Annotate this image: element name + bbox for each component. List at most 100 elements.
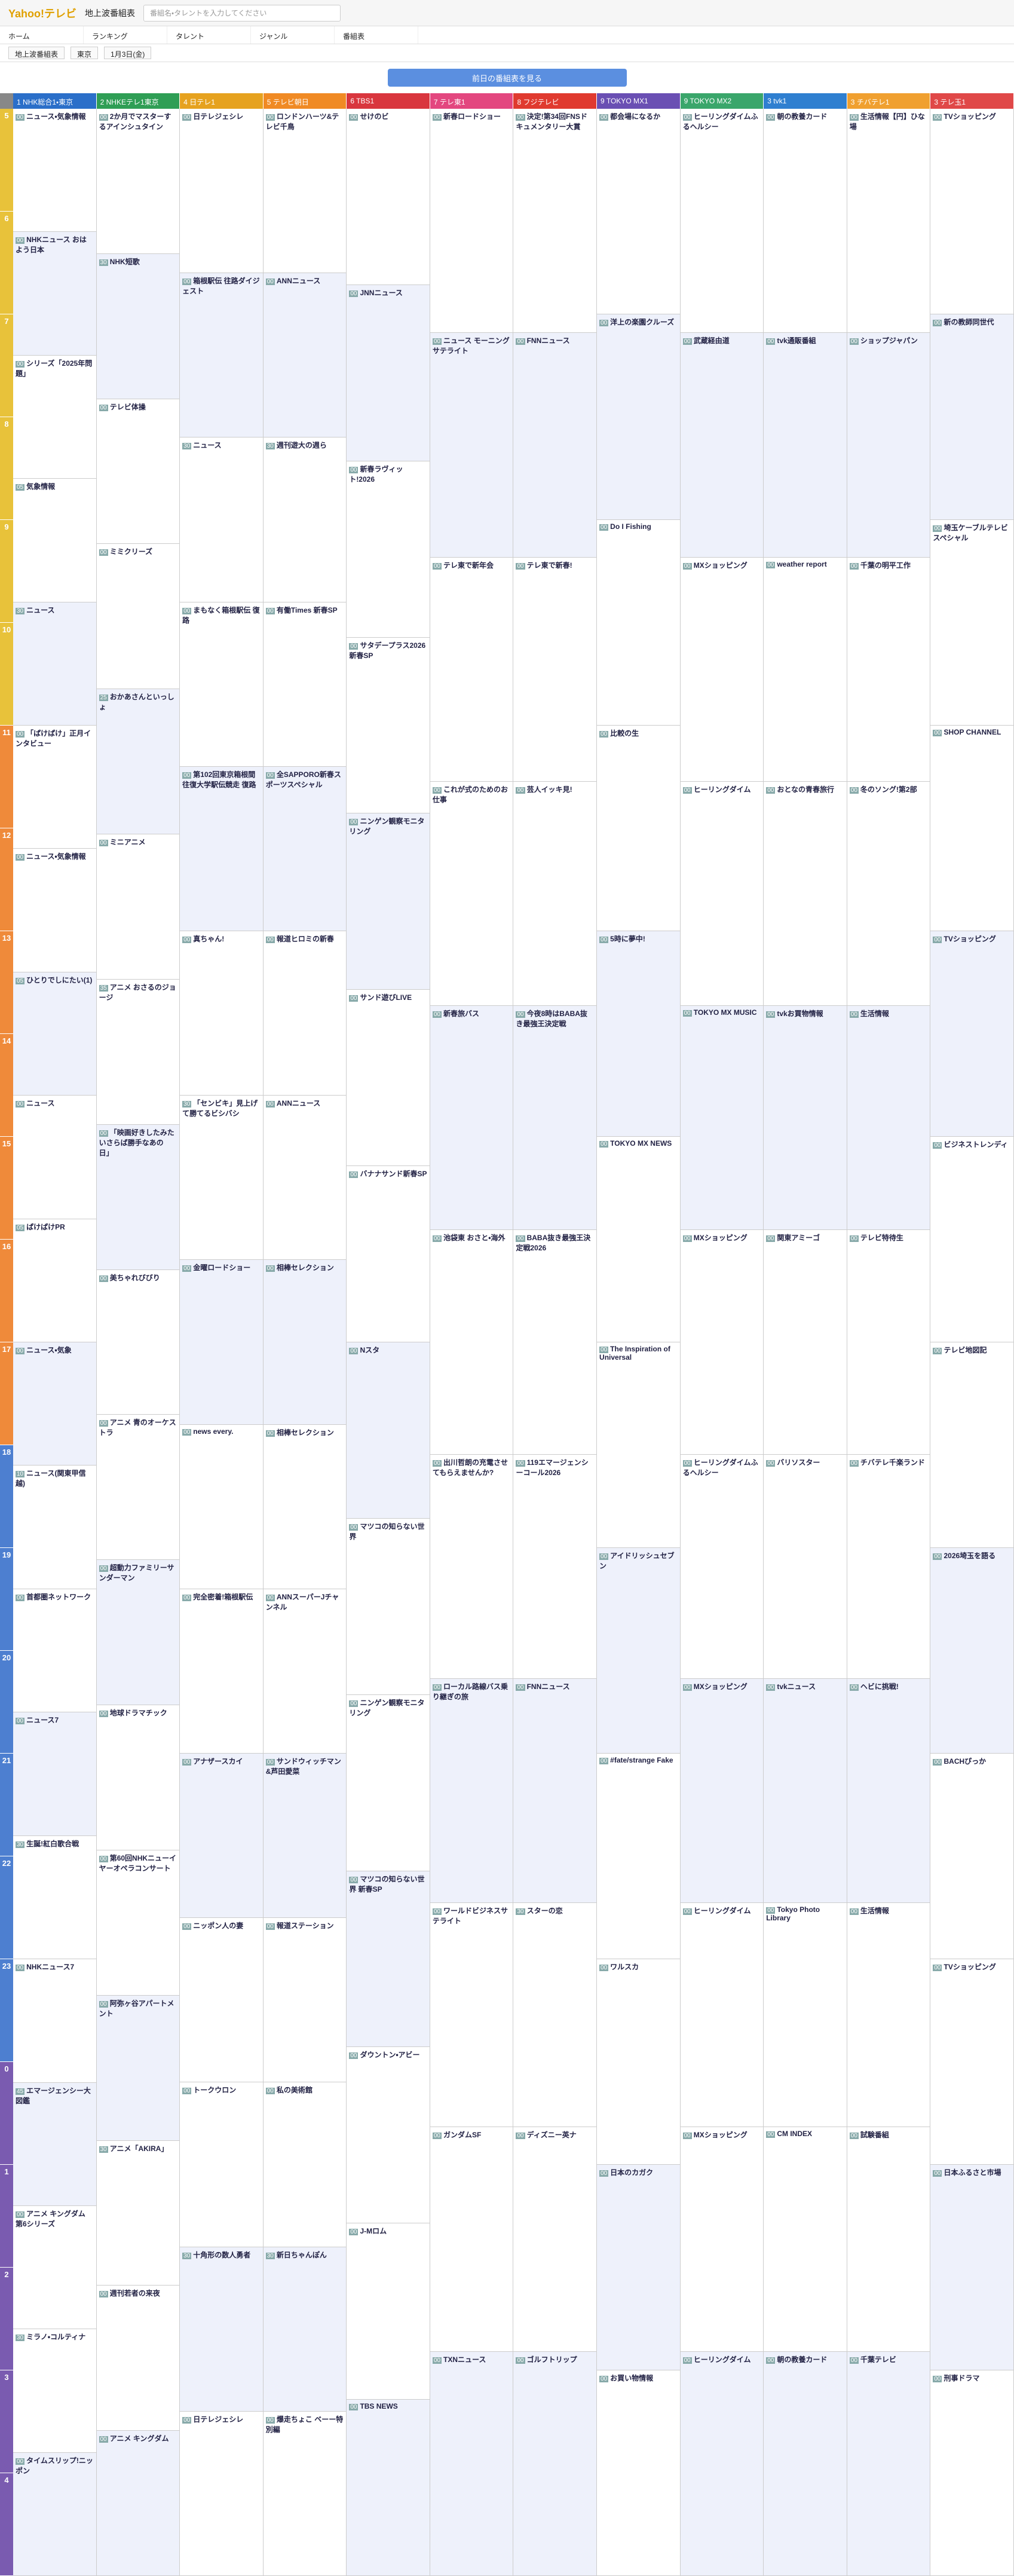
- selector[interactable]: 1月3日(金): [104, 47, 152, 59]
- program-cell[interactable]: 00 ニンゲン観察モニタリング: [347, 813, 430, 990]
- program-cell[interactable]: 00 ロンドンハーツ&テレビ千鳥: [263, 109, 347, 274]
- program-cell[interactable]: 00 ローカル路線バス乗り継ぎの旅: [430, 1678, 513, 1904]
- program-cell[interactable]: 00 ディズニー英ナ: [513, 2127, 597, 2352]
- program-cell[interactable]: 00 サタデープラス2026新春SP: [347, 637, 430, 814]
- program-cell[interactable]: 00 BACHぴっか: [930, 1754, 1013, 1959]
- program-cell[interactable]: 00 爆走ちょこ ベーー特別編: [263, 2411, 347, 2576]
- program-cell[interactable]: 00 今夜8時はBABA抜き最強王決定戦: [513, 1006, 597, 1231]
- program-cell[interactable]: 00 生活情報【円】ひな場: [847, 109, 930, 334]
- program-cell[interactable]: 00 ニュース・気象情報: [13, 109, 96, 232]
- program-cell[interactable]: 00 2026埼玉を語る: [930, 1548, 1013, 1754]
- program-cell[interactable]: 10 ニュース(関東甲信越): [13, 1466, 96, 1589]
- prev-day-button[interactable]: 前日の番組表を見る: [387, 69, 627, 87]
- program-cell[interactable]: 00 MXショッピング: [680, 1678, 764, 1904]
- program-cell[interactable]: 00 FNNニュース: [513, 1678, 597, 1904]
- program-cell[interactable]: 00 ニュース・気象情報: [13, 849, 96, 972]
- program-cell[interactable]: 30 ニュース: [180, 438, 263, 602]
- program-cell[interactable]: 00 119エマージェンシーコール2026: [513, 1454, 597, 1679]
- program-cell[interactable]: 00 首都圏ネットワーク: [13, 1589, 96, 1713]
- program-cell[interactable]: 00 TVショッピング: [930, 1959, 1013, 2165]
- selector[interactable]: 東京: [71, 47, 99, 59]
- program-cell[interactable]: 00 都会場になるか: [597, 109, 680, 314]
- channel-name[interactable]: 6 TBS1: [347, 93, 430, 109]
- program-cell[interactable]: 05 気象情報: [13, 479, 96, 602]
- search-box[interactable]: 番組名・タレントを入力してください: [143, 4, 341, 22]
- program-cell[interactable]: 00 ヒーリングダイムふるヘルシー: [680, 1454, 764, 1679]
- program-cell[interactable]: 30 ミラノ・コルティナ: [13, 2329, 96, 2453]
- program-cell[interactable]: 00 千葉テレビ: [847, 2351, 930, 2576]
- program-cell[interactable]: 00 相棒セレクション: [263, 1260, 347, 1425]
- program-cell[interactable]: 00 ニッポン人の妻: [180, 1918, 263, 2083]
- program-cell[interactable]: 00 有働Times 新春SP: [263, 602, 347, 767]
- program-cell[interactable]: 00 MXショッピング: [680, 1230, 764, 1455]
- program-cell[interactable]: 00 完全密着!箱根駅伝: [180, 1589, 263, 1754]
- program-cell[interactable]: 00 関東アミーゴ: [764, 1230, 847, 1455]
- channel-name[interactable]: 8 フジテレビ: [513, 93, 598, 109]
- channel-name[interactable]: 4 日テレ1: [180, 93, 264, 109]
- program-cell[interactable]: 00 朝の教養カード: [764, 2351, 847, 2576]
- program-cell[interactable]: 00 TVショッピング: [930, 931, 1013, 1137]
- program-cell[interactable]: 00 報道ステーション: [263, 1918, 347, 2083]
- program-cell[interactable]: 00 ゴルフトリップ: [513, 2351, 597, 2576]
- program-cell[interactable]: 00 まもなく箱根駅伝 復路: [180, 602, 263, 767]
- program-cell[interactable]: 00 芸人イッキ見!: [513, 781, 597, 1006]
- nav-item[interactable]: タレント: [167, 26, 251, 44]
- program-cell[interactable]: 00 第102回東京箱根間往復大学駅伝競走 復路: [180, 766, 263, 932]
- program-cell[interactable]: 00 JNNニュース: [347, 284, 430, 461]
- program-cell[interactable]: 00 NHKニュース おはよう日本: [13, 232, 96, 356]
- program-cell[interactable]: 00 ニンゲン観察モニタリング: [347, 1694, 430, 1871]
- program-cell[interactable]: 00 tvkニュース: [764, 1678, 847, 1904]
- program-cell[interactable]: 00 サンド遊びLIVE: [347, 990, 430, 1167]
- program-cell[interactable]: 00 J-Mロム: [347, 2223, 430, 2400]
- program-cell[interactable]: 00 テレビ体操: [96, 399, 180, 544]
- channel-name[interactable]: 5 テレビ朝日: [263, 93, 347, 109]
- program-cell[interactable]: 00 ヒーリングダイムふるヘルシー: [680, 109, 764, 334]
- program-cell[interactable]: 00 相棒セレクション: [263, 1424, 347, 1589]
- program-cell[interactable]: 00 おとなの青春旅行: [764, 781, 847, 1006]
- program-cell[interactable]: 00 阿弥ヶ谷アパートメント: [96, 1995, 180, 2141]
- program-cell[interactable]: 00 ヒーリングダイム: [680, 1903, 764, 2128]
- channel-name[interactable]: 1 NHK総合1・東京: [13, 93, 97, 109]
- program-cell[interactable]: 00 Do I Fishing: [597, 520, 680, 726]
- program-cell[interactable]: 00 報道ヒロミの新春: [263, 931, 347, 1096]
- program-cell[interactable]: 00 NHKニュース7: [13, 1959, 96, 2083]
- program-cell[interactable]: 00 アニメ 青のオーケストラ: [96, 1415, 180, 1561]
- program-cell[interactable]: 30 NHK短歌: [96, 253, 180, 399]
- channel-name[interactable]: 9 TOKYO MX1: [597, 93, 681, 109]
- program-cell[interactable]: 00 ミミクリーズ: [96, 544, 180, 690]
- program-cell[interactable]: 00 生活情報: [847, 1006, 930, 1231]
- program-cell[interactable]: 30 スターの恋: [513, 1903, 597, 2128]
- program-cell[interactable]: 00 ダウントン・アビー: [347, 2047, 430, 2224]
- program-cell[interactable]: 00 金曜ロードショー: [180, 1260, 263, 1425]
- program-cell[interactable]: 00 5時に夢中!: [597, 931, 680, 1137]
- program-cell[interactable]: 00 news every.: [180, 1424, 263, 1589]
- program-cell[interactable]: 00 テレビ特待生: [847, 1230, 930, 1455]
- program-cell[interactable]: 00 超動力ファミリーサンダーマン: [96, 1560, 180, 1706]
- program-cell[interactable]: 00 生活情報: [847, 1903, 930, 2128]
- program-cell[interactable]: 30 週刊遊大の週ら: [263, 438, 347, 602]
- program-cell[interactable]: 00 シリーズ「2025年問題」: [13, 355, 96, 479]
- program-cell[interactable]: 00 ANNニュース: [263, 273, 347, 438]
- channel-name[interactable]: 3 tvk1: [764, 93, 847, 109]
- program-cell[interactable]: 00 「映画好きしたみたいさらば勝手なあの日」: [96, 1124, 180, 1270]
- program-cell[interactable]: 30 十角形の数人勇者: [180, 2247, 263, 2412]
- program-cell[interactable]: 00 TOKYO MX MUSIC: [680, 1006, 764, 1231]
- channel-name[interactable]: 3 チバテレ1: [847, 93, 931, 109]
- program-cell[interactable]: 00 ANNニュース: [263, 1096, 347, 1261]
- program-cell[interactable]: 00 ビジネストレンディ: [930, 1137, 1013, 1342]
- program-cell[interactable]: 00 ヒーリングダイム: [680, 781, 764, 1006]
- program-cell[interactable]: 00 マツコの知らない世界: [347, 1518, 430, 1695]
- program-cell[interactable]: 00 アニメ キングダム 第6シリーズ: [13, 2205, 96, 2330]
- program-cell[interactable]: 00 アニメ キングダム: [96, 2431, 180, 2576]
- program-cell[interactable]: 00 FNNニュース: [513, 333, 597, 558]
- program-cell[interactable]: 00 ショップジャパン: [847, 333, 930, 558]
- program-cell[interactable]: 30 ニュース: [13, 602, 96, 726]
- channel-name[interactable]: 7 テレ東1: [430, 93, 514, 109]
- program-cell[interactable]: 00 全SAPPORO新春スポーツスペシャル: [263, 766, 347, 932]
- program-cell[interactable]: 00 せけのビ: [347, 109, 430, 285]
- program-cell[interactable]: 00 TVショッピング: [930, 109, 1013, 314]
- program-cell[interactable]: 00 真ちゃん!: [180, 931, 263, 1096]
- program-cell[interactable]: 00 サンドウィッチマン&芦田愛菜: [263, 1754, 347, 1919]
- program-cell[interactable]: 00 日本のカガク: [597, 2165, 680, 2370]
- program-cell[interactable]: 00 tvkお買物情報: [764, 1006, 847, 1231]
